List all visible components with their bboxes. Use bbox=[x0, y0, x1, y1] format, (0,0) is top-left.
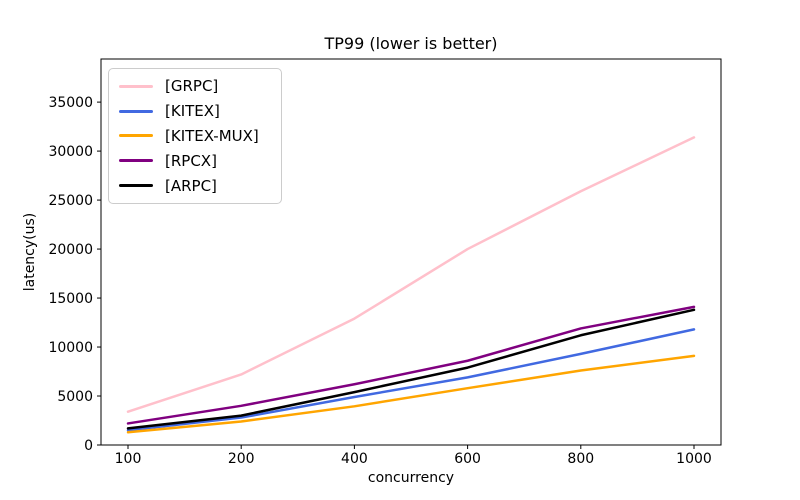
legend-item: [ARPC] bbox=[119, 173, 271, 198]
x-tick-label: 100 bbox=[115, 451, 142, 467]
x-tick-label: 800 bbox=[567, 451, 594, 467]
legend-label: [KITEX-MUX] bbox=[165, 126, 259, 145]
y-tick-label: 10000 bbox=[48, 340, 93, 356]
legend-item: [GRPC] bbox=[119, 74, 271, 99]
legend-swatch-kitex-mux bbox=[119, 134, 153, 138]
legend-label: [KITEX] bbox=[165, 102, 220, 121]
series-line-kitex bbox=[126, 328, 696, 432]
legend-item: [KITEX-MUX] bbox=[119, 124, 271, 149]
axes-border bbox=[100, 58, 722, 446]
series-line-kitex-mux bbox=[126, 354, 696, 434]
legend-swatch-kitex bbox=[119, 109, 153, 113]
x-tick-label: 1000 bbox=[676, 451, 712, 467]
legend-item: [RPCX] bbox=[119, 148, 271, 173]
chart-title: TP99 (lower is better) bbox=[324, 34, 498, 53]
x-tick-label: 400 bbox=[341, 451, 368, 467]
y-tick-label: 25000 bbox=[48, 193, 93, 209]
series-line-grpc bbox=[126, 136, 696, 413]
legend-swatch-arpc bbox=[119, 184, 153, 188]
series-line-arpc bbox=[126, 308, 696, 430]
legend: [GRPC] [KITEX] [KITEX-MUX] [RPCX] [ARPC] bbox=[108, 68, 282, 204]
y-tick-label: 30000 bbox=[48, 144, 93, 160]
legend-swatch-grpc bbox=[119, 84, 153, 88]
y-tick-label: 20000 bbox=[48, 242, 93, 258]
legend-item: [KITEX] bbox=[119, 99, 271, 124]
y-tick-label: 5000 bbox=[57, 389, 93, 405]
legend-swatch-rpcx bbox=[119, 159, 153, 163]
series-line-rpcx bbox=[126, 305, 696, 425]
y-tick-label: 35000 bbox=[48, 95, 93, 111]
x-tick-label: 200 bbox=[228, 451, 255, 467]
legend-label: [RPCX] bbox=[165, 151, 217, 170]
legend-label: [GRPC] bbox=[165, 77, 219, 96]
x-axis-label: concurrency bbox=[367, 470, 455, 486]
y-tick-label: 0 bbox=[84, 438, 93, 454]
y-tick-label: 15000 bbox=[48, 291, 93, 307]
legend-label: [ARPC] bbox=[165, 176, 217, 195]
x-tick-label: 600 bbox=[454, 451, 481, 467]
